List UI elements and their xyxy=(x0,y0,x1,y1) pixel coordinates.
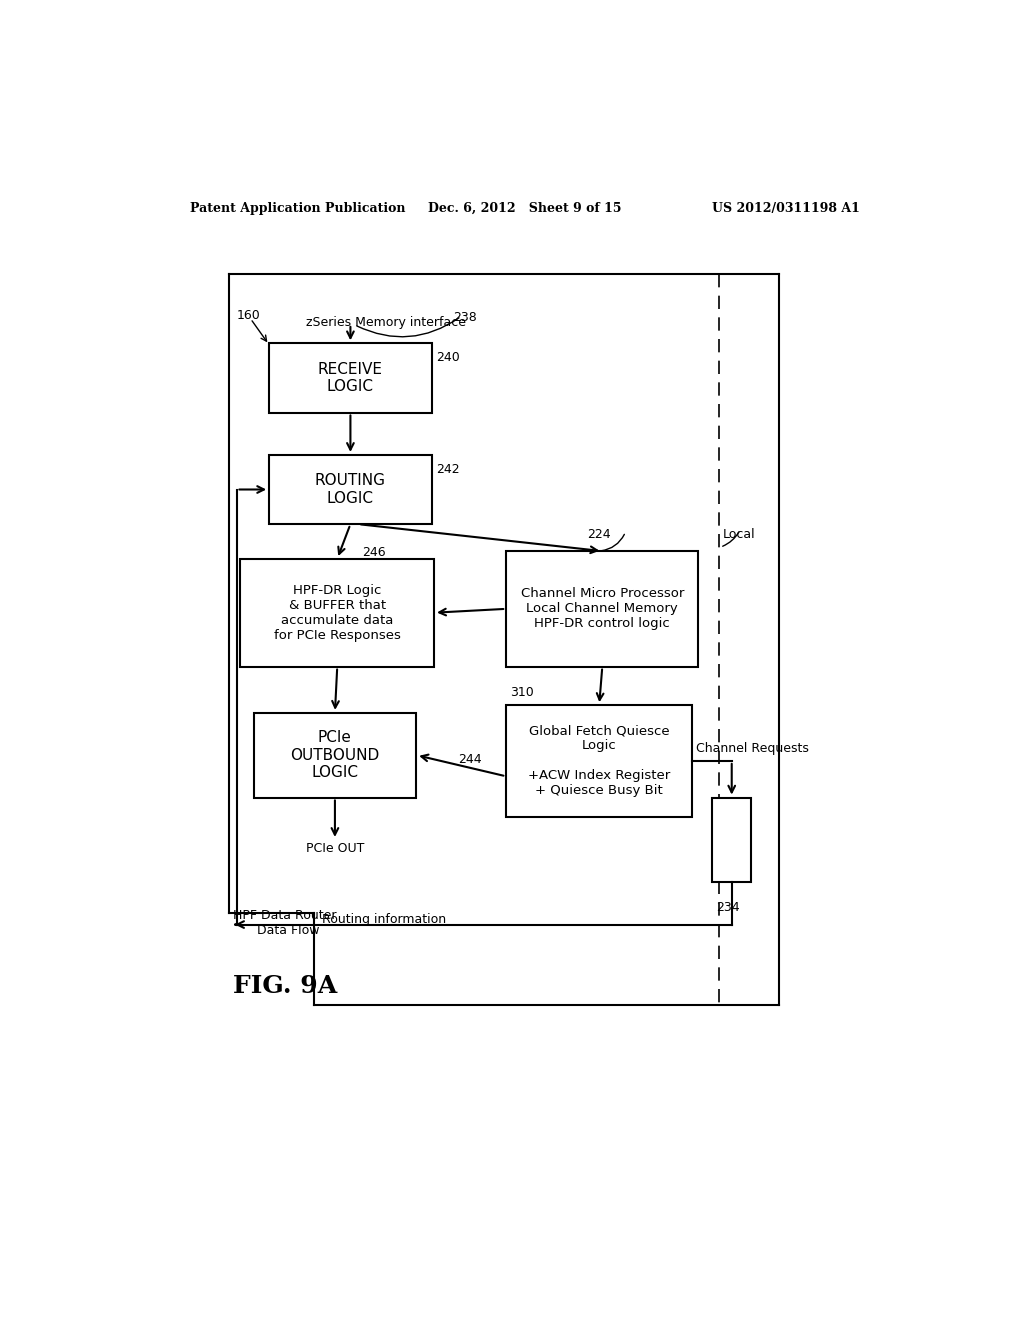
Text: Patent Application Publication: Patent Application Publication xyxy=(190,202,406,215)
Bar xyxy=(506,552,698,667)
Text: zSeries Memory interface: zSeries Memory interface xyxy=(306,317,466,329)
Text: 224: 224 xyxy=(587,528,610,541)
Text: Dec. 6, 2012   Sheet 9 of 15: Dec. 6, 2012 Sheet 9 of 15 xyxy=(428,202,622,215)
Text: 242: 242 xyxy=(435,462,460,475)
Text: Channel Requests: Channel Requests xyxy=(696,742,809,755)
Text: 238: 238 xyxy=(454,312,477,323)
Text: 240: 240 xyxy=(435,351,460,364)
Text: 244: 244 xyxy=(458,754,481,766)
Bar xyxy=(713,797,751,882)
Bar xyxy=(241,558,434,667)
Text: 160: 160 xyxy=(237,309,260,322)
Text: 234: 234 xyxy=(716,902,740,915)
Text: FIG. 9A: FIG. 9A xyxy=(232,974,337,998)
Text: ROUTING
LOGIC: ROUTING LOGIC xyxy=(315,474,386,506)
Text: HPF-DR Logic
& BUFFER that
accumulate data
for PCIe Responses: HPF-DR Logic & BUFFER that accumulate da… xyxy=(273,583,400,642)
Text: 310: 310 xyxy=(510,686,534,698)
Text: Global Fetch Quiesce
Logic

+ACW Index Register
+ Quiesce Busy Bit: Global Fetch Quiesce Logic +ACW Index Re… xyxy=(528,725,671,797)
Bar xyxy=(254,713,417,797)
Text: PCIe
OUTBOUND
LOGIC: PCIe OUTBOUND LOGIC xyxy=(290,730,380,780)
Text: PCIe OUT: PCIe OUT xyxy=(306,842,365,855)
Text: Local: Local xyxy=(722,528,755,541)
Text: Routing information: Routing information xyxy=(322,913,445,927)
Text: US 2012/0311198 A1: US 2012/0311198 A1 xyxy=(712,202,859,215)
Bar xyxy=(269,455,432,524)
Text: 246: 246 xyxy=(362,545,386,558)
Text: RECEIVE
LOGIC: RECEIVE LOGIC xyxy=(317,362,383,395)
Bar xyxy=(269,343,432,412)
Text: Channel Micro Processor
Local Channel Memory
HPF-DR control logic: Channel Micro Processor Local Channel Me… xyxy=(520,587,684,631)
Text: HPF Data Router
  Data Flow: HPF Data Router Data Flow xyxy=(232,909,336,937)
Bar xyxy=(506,705,692,817)
